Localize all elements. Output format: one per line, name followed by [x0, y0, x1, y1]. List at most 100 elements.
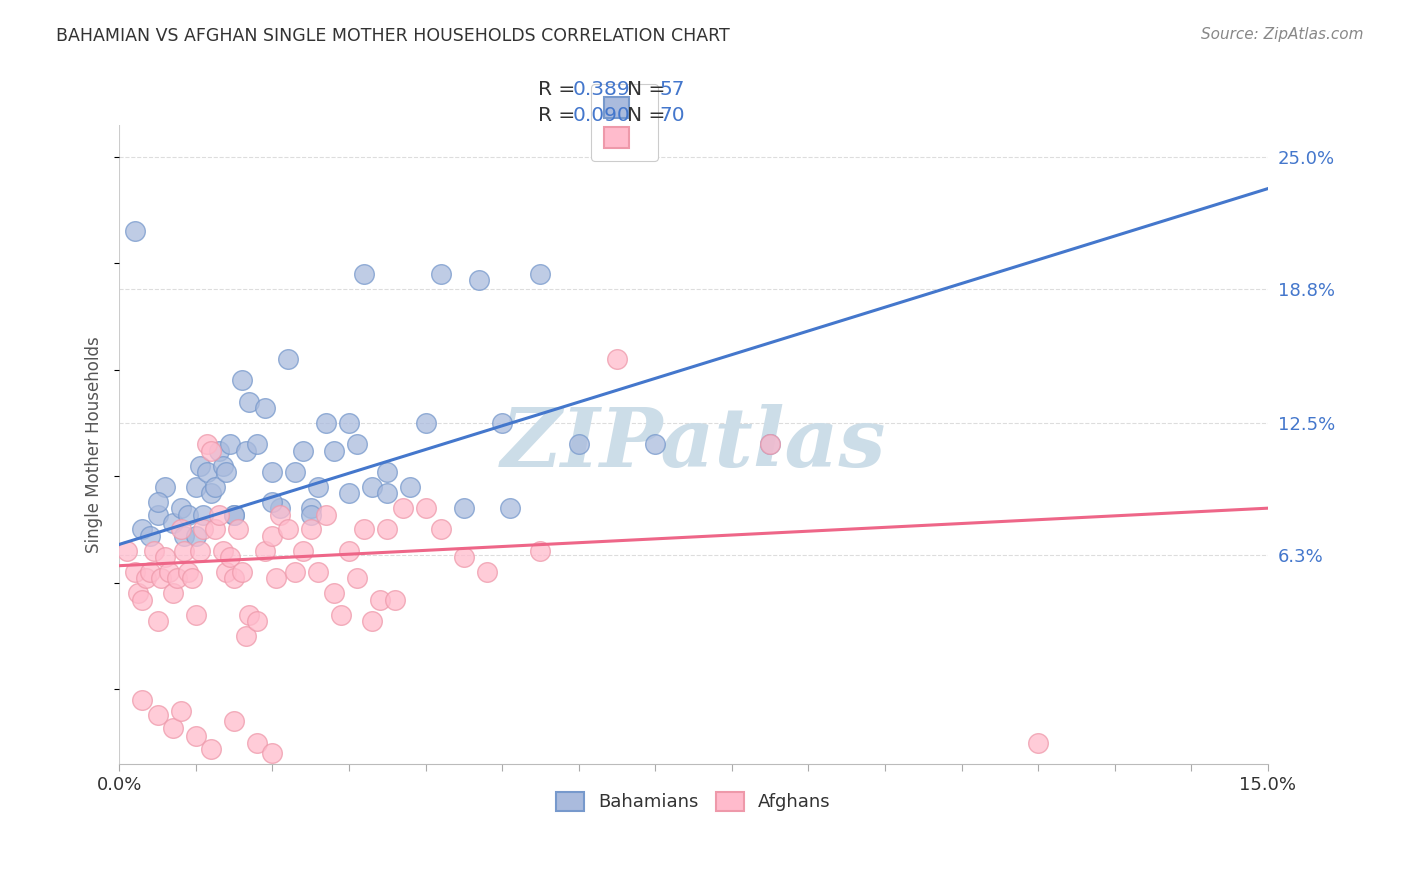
Point	[235, 629, 257, 643]
Point	[195, 465, 218, 479]
Point	[337, 486, 360, 500]
Point	[211, 458, 233, 473]
Point	[253, 543, 276, 558]
Point	[184, 529, 207, 543]
Point	[415, 416, 437, 430]
Point	[299, 508, 322, 522]
Point	[262, 746, 284, 760]
Point	[200, 486, 222, 500]
Point	[162, 516, 184, 530]
Point	[177, 565, 200, 579]
Point	[337, 416, 360, 430]
Point	[238, 394, 260, 409]
Point	[146, 495, 169, 509]
Point	[499, 501, 522, 516]
Point	[224, 508, 246, 522]
Point	[177, 508, 200, 522]
Point	[124, 565, 146, 579]
Point	[299, 501, 322, 516]
Point	[146, 707, 169, 722]
Text: N =: N =	[627, 80, 672, 99]
Point	[277, 523, 299, 537]
Point	[246, 614, 269, 628]
Point	[262, 465, 284, 479]
Point	[346, 572, 368, 586]
Point	[224, 572, 246, 586]
Point	[219, 437, 242, 451]
Point	[224, 714, 246, 729]
Point	[315, 416, 337, 430]
Point	[169, 704, 191, 718]
Point	[353, 267, 375, 281]
Text: 70: 70	[659, 105, 685, 125]
Point	[322, 443, 344, 458]
Point	[330, 607, 353, 622]
Point	[184, 607, 207, 622]
Point	[173, 529, 195, 543]
Point	[307, 480, 329, 494]
Point	[322, 586, 344, 600]
Point	[193, 523, 215, 537]
Point	[262, 529, 284, 543]
Text: BAHAMIAN VS AFGHAN SINGLE MOTHER HOUSEHOLDS CORRELATION CHART: BAHAMIAN VS AFGHAN SINGLE MOTHER HOUSEHO…	[56, 27, 730, 45]
Point	[384, 592, 406, 607]
Point	[231, 565, 253, 579]
Y-axis label: Single Mother Households: Single Mother Households	[86, 336, 103, 553]
Point	[468, 273, 491, 287]
Point	[200, 742, 222, 756]
Text: ZIPatlas: ZIPatlas	[501, 404, 886, 484]
Point	[226, 523, 249, 537]
Point	[115, 543, 138, 558]
Text: 57: 57	[659, 80, 685, 99]
Point	[1026, 735, 1049, 749]
Point	[155, 480, 177, 494]
Point	[173, 543, 195, 558]
Point	[246, 437, 269, 451]
Point	[299, 523, 322, 537]
Point	[264, 572, 287, 586]
Point	[162, 586, 184, 600]
Point	[361, 480, 384, 494]
Point	[430, 523, 453, 537]
Point	[169, 523, 191, 537]
Point	[155, 550, 177, 565]
Text: R =: R =	[538, 80, 582, 99]
Point	[215, 465, 238, 479]
Point	[231, 373, 253, 387]
Point	[238, 607, 260, 622]
Point	[529, 267, 551, 281]
Point	[200, 443, 222, 458]
Point	[219, 550, 242, 565]
Legend: Bahamians, Afghans: Bahamians, Afghans	[550, 785, 838, 819]
Point	[188, 543, 211, 558]
Point	[759, 437, 782, 451]
Point	[453, 550, 475, 565]
Point	[184, 729, 207, 743]
Point	[430, 267, 453, 281]
Point	[277, 352, 299, 367]
Point	[284, 465, 307, 479]
Point	[166, 572, 188, 586]
Point	[568, 437, 591, 451]
Point	[235, 443, 257, 458]
Point	[337, 543, 360, 558]
Point	[131, 523, 153, 537]
Point	[269, 508, 291, 522]
Point	[391, 501, 413, 516]
Point	[124, 224, 146, 238]
Point	[375, 486, 398, 500]
Point	[262, 495, 284, 509]
Point	[292, 543, 315, 558]
Point	[204, 480, 226, 494]
Point	[195, 437, 218, 451]
Point	[224, 508, 246, 522]
Point	[150, 572, 173, 586]
Point	[307, 565, 329, 579]
Point	[184, 480, 207, 494]
Point	[361, 614, 384, 628]
Point	[346, 437, 368, 451]
Text: Source: ZipAtlas.com: Source: ZipAtlas.com	[1201, 27, 1364, 42]
Point	[131, 592, 153, 607]
Point	[181, 572, 204, 586]
Point	[157, 565, 180, 579]
